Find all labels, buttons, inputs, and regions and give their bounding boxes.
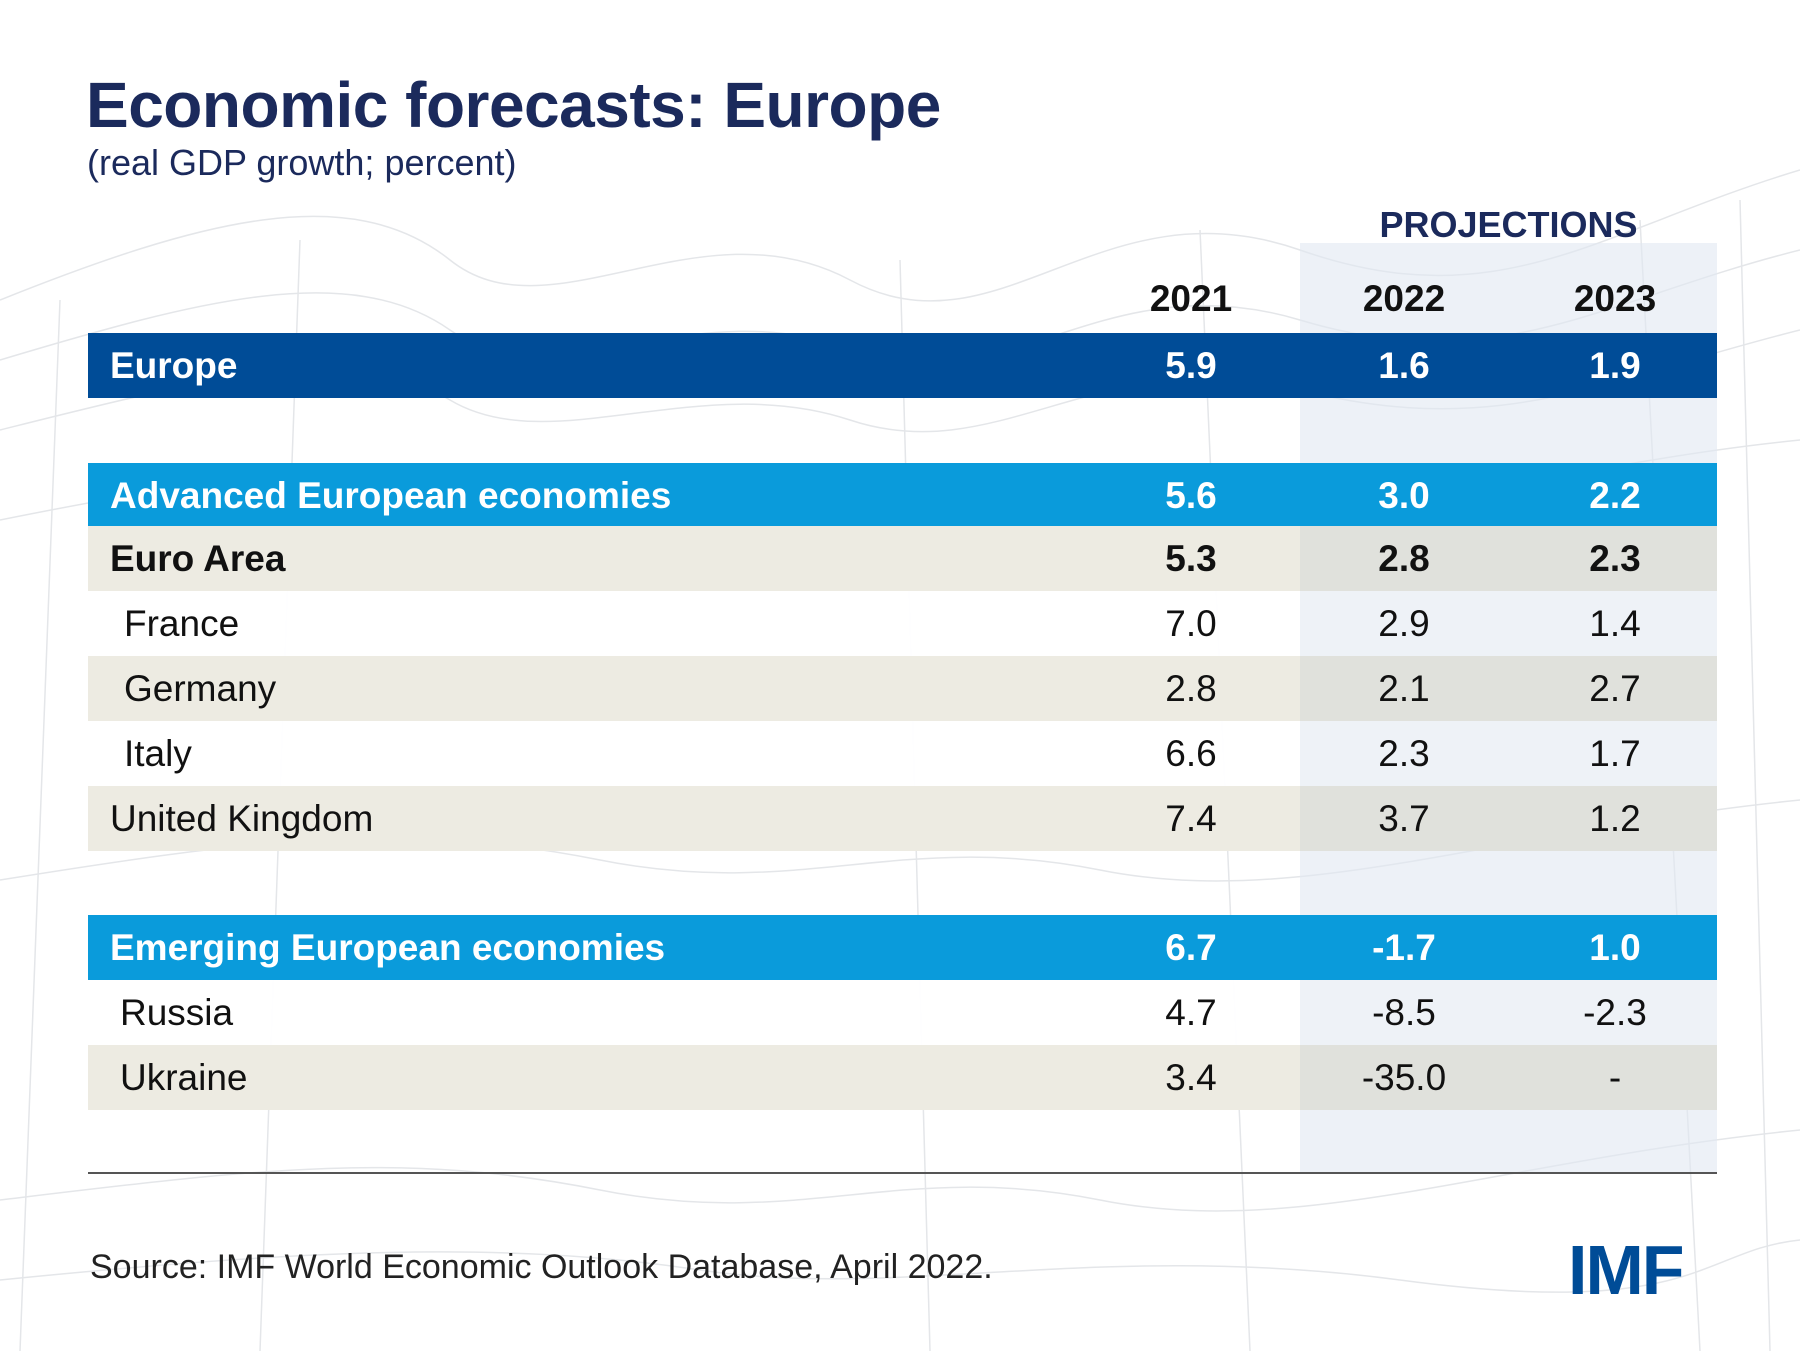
value-2022: 2.8: [1378, 538, 1430, 579]
value-2021: 4.7: [1165, 992, 1217, 1033]
value-2021: 5.3: [1165, 538, 1217, 579]
year-header: 2021 2022 2023: [88, 278, 1717, 326]
value-2022: 2.9: [1378, 603, 1430, 644]
row-label: Italy: [124, 733, 192, 774]
value-2022: -1.7: [1372, 927, 1436, 968]
table-row: Ukraine 3.4 -35.0 -: [88, 1045, 1717, 1110]
row-label: Russia: [120, 992, 234, 1033]
value-2022: -35.0: [1361, 1057, 1447, 1098]
value-2022: 2.3: [1378, 733, 1430, 774]
value-2022: 3.7: [1378, 798, 1430, 839]
value-2021: 7.4: [1165, 798, 1217, 839]
row-label: Euro Area: [110, 538, 286, 579]
table-row: Italy 6.6 2.3 1.7: [88, 721, 1717, 786]
table-row: France 7.0 2.9 1.4: [88, 591, 1717, 656]
value-2023: 1.7: [1589, 733, 1641, 774]
value-2021: 6.6: [1165, 733, 1217, 774]
row-label: United Kingdom: [110, 798, 374, 839]
projection-cell-shade: [1300, 980, 1717, 1045]
value-2023: 1.9: [1589, 345, 1641, 386]
projections-label: PROJECTIONS: [1379, 204, 1638, 245]
projection-cell-shade: [1300, 786, 1717, 851]
page-subtitle: (real GDP growth; percent): [87, 142, 517, 183]
table-row: Euro Area 5.3 2.8 2.3: [88, 526, 1717, 591]
value-2021: 5.6: [1165, 475, 1217, 516]
projection-cell-shade: [1300, 526, 1717, 591]
table-row: Advanced European economies 5.6 3.0 2.2: [88, 463, 1717, 528]
table-row: Russia 4.7 -8.5 -2.3: [88, 980, 1717, 1045]
row-label: Europe: [110, 345, 238, 386]
value-2022: 2.1: [1378, 668, 1430, 709]
table-bottom-rule: [88, 1172, 1717, 1174]
value-2023: 2.3: [1589, 538, 1641, 579]
value-2021: 2.8: [1165, 668, 1217, 709]
row-label: Ukraine: [120, 1057, 248, 1098]
page-title: Economic forecasts: Europe: [86, 69, 941, 141]
row-label: France: [124, 603, 240, 644]
value-2023: 1.2: [1589, 798, 1641, 839]
row-label: Emerging European economies: [110, 927, 666, 968]
value-2023: 1.4: [1589, 603, 1641, 644]
row-label: Germany: [124, 668, 277, 709]
projection-cell-shade: [1300, 721, 1717, 786]
source-note: Source: IMF World Economic Outlook Datab…: [90, 1248, 993, 1286]
table-row: Emerging European economies 6.7 -1.7 1.0: [88, 915, 1717, 980]
row-label: Advanced European economies: [110, 475, 672, 516]
year-2022: 2022: [1362, 278, 1446, 319]
table-row: United Kingdom 7.4 3.7 1.2: [88, 786, 1717, 851]
table-row: Europe 5.9 1.6 1.9: [88, 333, 1717, 398]
value-2023: 1.0: [1589, 927, 1641, 968]
projection-cell-shade: [1300, 1045, 1717, 1110]
value-2023: -2.3: [1583, 992, 1647, 1033]
year-2023: 2023: [1573, 278, 1657, 319]
value-2022: 3.0: [1378, 475, 1430, 516]
table-row: Germany 2.8 2.1 2.7: [88, 656, 1717, 721]
value-2021: 3.4: [1165, 1057, 1217, 1098]
value-2023: -: [1608, 1057, 1622, 1098]
value-2022: -8.5: [1372, 992, 1436, 1033]
projection-cell-shade: [1300, 591, 1717, 656]
imf-logo: IMF: [1568, 1231, 1685, 1309]
value-2021: 5.9: [1165, 345, 1217, 386]
value-2023: 2.2: [1589, 475, 1641, 516]
value-2023: 2.7: [1589, 668, 1641, 709]
value-2021: 7.0: [1165, 603, 1217, 644]
value-2021: 6.7: [1165, 927, 1217, 968]
projection-cell-shade: [1300, 656, 1717, 721]
year-2021: 2021: [1149, 278, 1233, 319]
value-2022: 1.6: [1378, 345, 1430, 386]
